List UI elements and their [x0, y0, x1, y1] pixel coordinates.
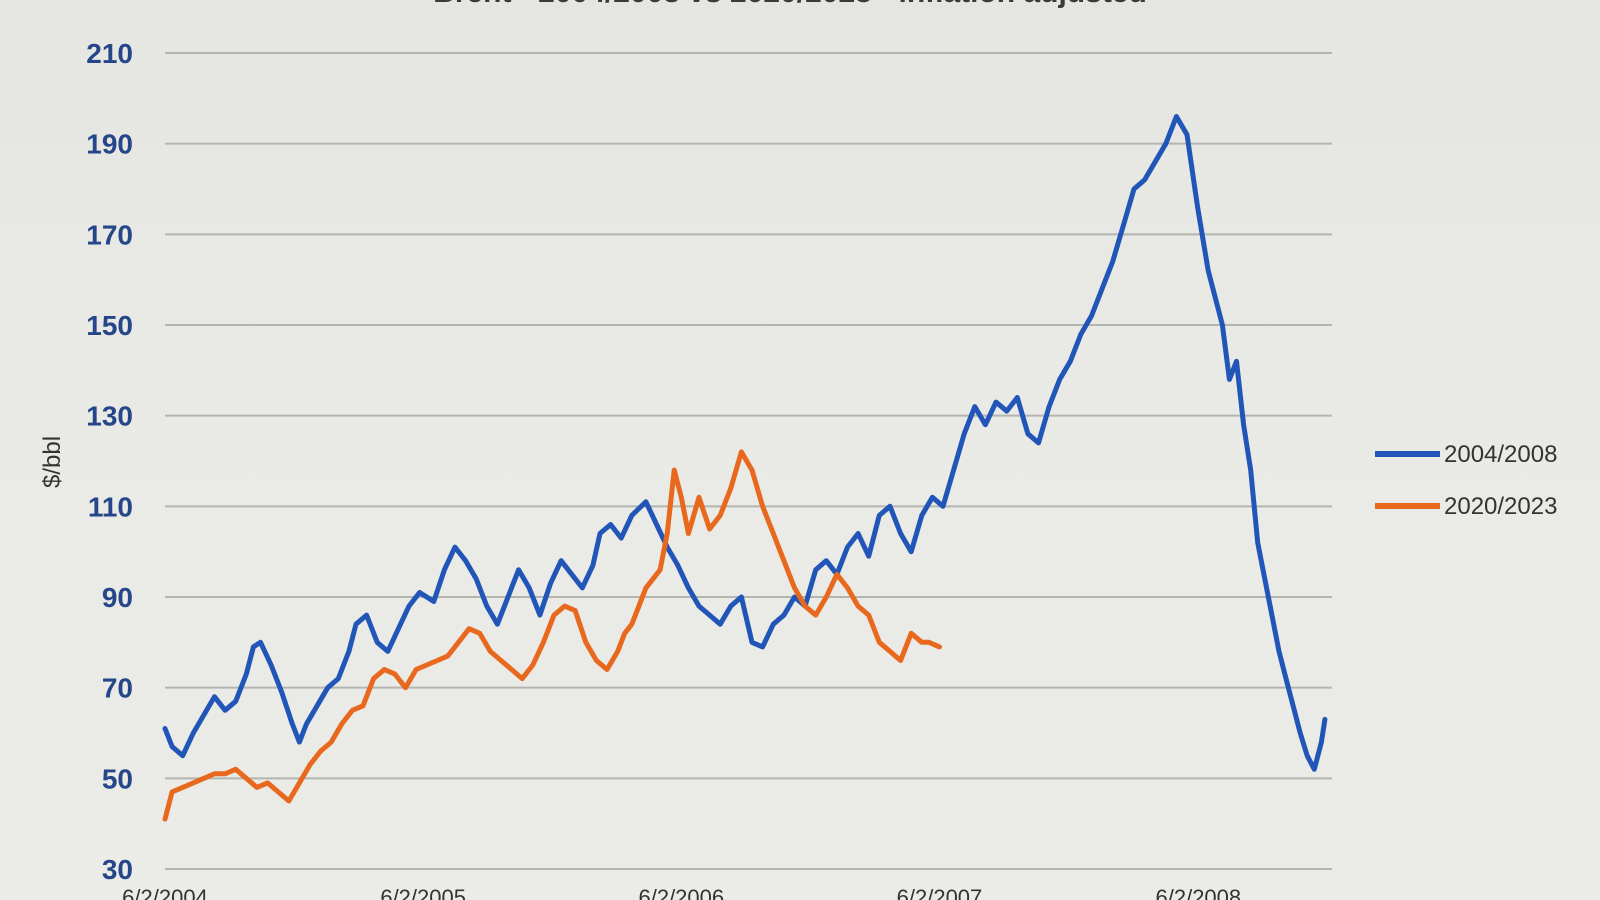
x-axis-ticks: 6/2/2004 6/2/2005 6/2/2006 6/2/2007 6/2/2008	[122, 885, 1241, 900]
legend-label: 2004/2008	[1444, 441, 1557, 468]
y-tick-label: 150	[86, 310, 133, 341]
series-line-2020-2023	[162, 449, 942, 822]
y-tick-label: 30	[102, 854, 133, 885]
y-tick-label: 170	[86, 219, 133, 250]
y-tick-label: 90	[102, 582, 133, 613]
x-tick-label: 6/2/2008	[1156, 885, 1242, 900]
y-tick-label: 190	[86, 129, 133, 160]
x-tick-label: 6/2/2006	[638, 885, 724, 900]
y-tick-label: 210	[86, 38, 133, 69]
x-tick-label: 6/2/2007	[897, 885, 983, 900]
chart-title: Brent - 2004/2008 vs 2020/2023 - inflati…	[433, 0, 1147, 9]
y-tick-label: 110	[88, 491, 133, 522]
series-line-2004-2008	[162, 114, 1328, 772]
gridlines	[165, 52, 1332, 870]
legend: 2004/2008 2020/2023	[1375, 441, 1557, 520]
y-axis-label: $/bbl	[39, 436, 66, 488]
y-tick-label: 50	[102, 763, 133, 794]
y-tick-label: 70	[102, 673, 133, 704]
legend-label: 2020/2023	[1444, 493, 1557, 520]
x-tick-label: 6/2/2004	[122, 885, 208, 900]
y-axis-ticks: 30 50 70 90 110 130 150 170 190 210	[86, 38, 133, 885]
x-tick-label: 6/2/2005	[380, 885, 466, 900]
series-lines	[162, 114, 1328, 822]
y-tick-label: 130	[86, 401, 133, 432]
